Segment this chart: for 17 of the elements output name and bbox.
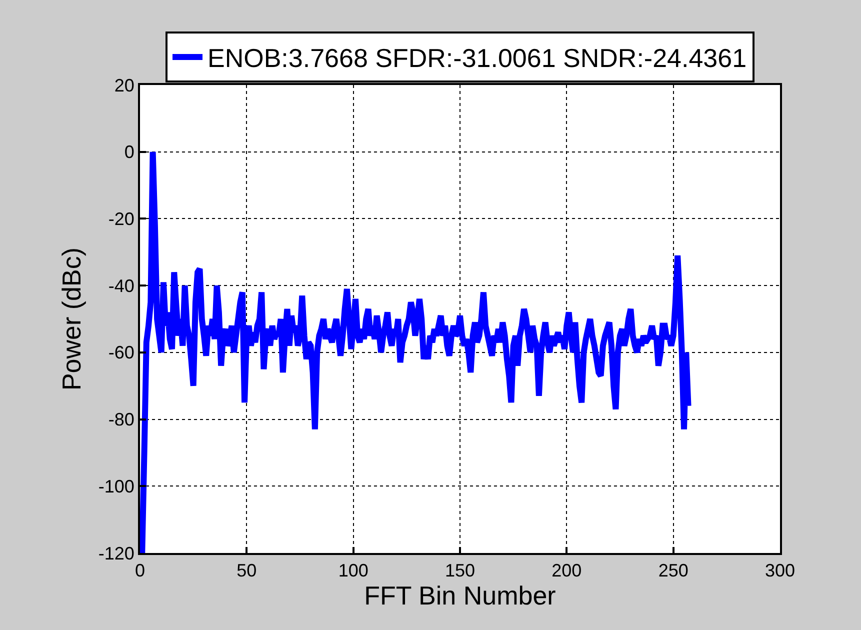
- y-tick-label: -100: [98, 476, 134, 496]
- y-tick-label: -20: [108, 209, 134, 230]
- x-tick-label: 250: [658, 560, 688, 581]
- y-tick-label: -120: [98, 543, 134, 564]
- x-tick-label: 150: [444, 560, 476, 581]
- y-tick-label: -80: [108, 410, 134, 430]
- x-axis-title: FFT Bin Number: [364, 580, 556, 611]
- legend-label: ENOB:3.7668 SFDR:-31.0061 SNDR:-24.4361: [208, 43, 747, 74]
- x-tick-label: 50: [236, 560, 257, 581]
- y-tick-label: -40: [108, 276, 134, 296]
- x-tick-label: 100: [338, 560, 368, 581]
- x-tick-label: 300: [764, 560, 796, 581]
- y-tick-label: 0: [124, 142, 134, 162]
- y-tick-label: 20: [114, 75, 134, 96]
- y-tick-label: -60: [108, 342, 134, 363]
- x-tick-label: 200: [552, 560, 582, 581]
- y-axis-title: Power (dBc): [56, 247, 86, 391]
